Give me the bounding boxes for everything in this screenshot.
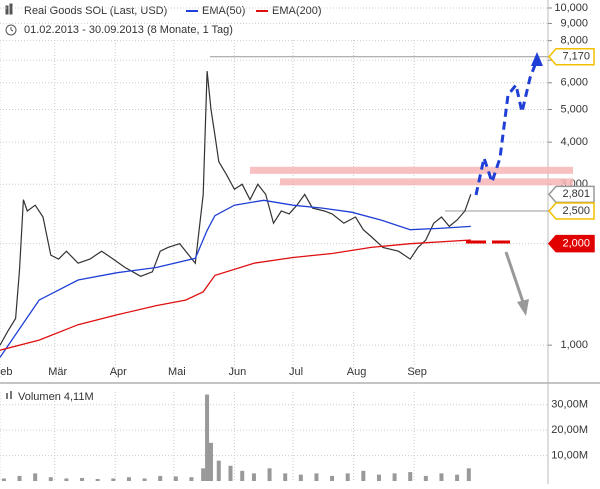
volume-bar bbox=[283, 473, 288, 481]
y-tick-label: 4,000 bbox=[560, 136, 588, 148]
volume-icon bbox=[6, 393, 8, 399]
chart-subtitle: 01.02.2013 - 30.09.2013 (8 Monate, 1 Tag… bbox=[24, 24, 233, 36]
x-tick-label: Mai bbox=[168, 366, 186, 378]
series-line bbox=[0, 71, 472, 346]
level-label: 2,500 bbox=[548, 202, 595, 220]
x-tick-label: Sep bbox=[407, 366, 427, 378]
volume-bar bbox=[423, 475, 428, 481]
volume-bar bbox=[33, 473, 38, 481]
level-box bbox=[548, 185, 595, 204]
volume-bar bbox=[392, 473, 397, 481]
volume-bar bbox=[95, 478, 100, 481]
volume-bar bbox=[408, 472, 413, 481]
y-tick-label: 8,000 bbox=[560, 35, 588, 47]
arrow-head bbox=[517, 299, 529, 316]
series-line bbox=[0, 239, 471, 351]
series-line bbox=[0, 199, 471, 358]
volume-bar bbox=[64, 478, 69, 481]
y-tick-label: 20,00M bbox=[551, 424, 588, 436]
x-tick-label: Aug bbox=[347, 366, 367, 378]
volume-bar bbox=[216, 460, 221, 481]
volume-bar bbox=[240, 470, 245, 481]
volume-bar bbox=[201, 468, 206, 481]
volume-bar bbox=[466, 468, 471, 481]
legend-entry: EMA(50) bbox=[202, 5, 245, 17]
volume-bar bbox=[298, 474, 303, 481]
volume-bar bbox=[173, 476, 178, 481]
y-tick-label: 1,000 bbox=[560, 339, 588, 351]
y-tick-label: 10,00M bbox=[551, 449, 588, 461]
volume-bar bbox=[1, 478, 6, 481]
volume-bar bbox=[267, 468, 272, 481]
forecast-arrow bbox=[474, 64, 537, 196]
volume-bar bbox=[205, 394, 210, 481]
volume-bar bbox=[376, 474, 381, 481]
volume-bar bbox=[17, 475, 22, 481]
volume-bar bbox=[314, 473, 319, 481]
volume-bar bbox=[330, 475, 335, 481]
volume-bar bbox=[80, 477, 85, 481]
level-box bbox=[548, 202, 595, 220]
volume-bar bbox=[48, 477, 53, 481]
x-tick-label: Feb bbox=[0, 366, 12, 378]
arrow-head bbox=[531, 52, 543, 66]
chart-title: Real Goods SOL (Last, USD) bbox=[24, 5, 167, 17]
volume-bar bbox=[158, 475, 163, 481]
volume-bar bbox=[251, 473, 256, 481]
volume-label: Volumen 4,11M bbox=[18, 391, 94, 403]
x-tick-label: Jun bbox=[229, 366, 247, 378]
resistance-band bbox=[280, 178, 573, 186]
level-label: 2,801 bbox=[548, 185, 595, 204]
level-box bbox=[548, 47, 595, 66]
volume-bar bbox=[361, 470, 366, 481]
level-text: 2,500 bbox=[562, 205, 590, 217]
volume-bar bbox=[208, 442, 213, 481]
level-text: 2,801 bbox=[562, 188, 590, 200]
volume-bar bbox=[189, 477, 194, 481]
volume-bar bbox=[126, 477, 131, 481]
volume-bar bbox=[142, 478, 147, 481]
x-tick-label: Jul bbox=[289, 366, 303, 378]
resistance-band bbox=[250, 166, 573, 174]
volume-bar bbox=[455, 474, 460, 481]
volume-icon bbox=[10, 391, 12, 399]
y-tick-label: 6,000 bbox=[560, 77, 588, 89]
level-text: 2,000 bbox=[562, 238, 590, 250]
down-arrow bbox=[504, 251, 525, 303]
x-tick-label: Apr bbox=[110, 366, 127, 378]
y-tick-label: 30,00M bbox=[551, 399, 588, 411]
y-tick-label: 5,000 bbox=[560, 103, 588, 115]
level-box bbox=[548, 234, 595, 253]
y-tick-label: 9,000 bbox=[560, 17, 588, 29]
volume-bar bbox=[111, 478, 116, 481]
chart-icon bbox=[5, 3, 17, 36]
plot: FebMärAprMaiJunJulAugSep1,0002,0003,0004… bbox=[0, 2, 595, 482]
level-label: 2,000 bbox=[548, 234, 595, 253]
level-label: 7,170 bbox=[548, 47, 595, 66]
volume-bar bbox=[345, 473, 350, 481]
volume-bar bbox=[439, 473, 444, 481]
level-text: 7,170 bbox=[562, 51, 590, 63]
volume-bar bbox=[228, 465, 233, 481]
y-tick-label: 10,000 bbox=[554, 2, 588, 14]
x-tick-label: Mär bbox=[48, 366, 67, 378]
legend-entry: EMA(200) bbox=[272, 5, 322, 17]
